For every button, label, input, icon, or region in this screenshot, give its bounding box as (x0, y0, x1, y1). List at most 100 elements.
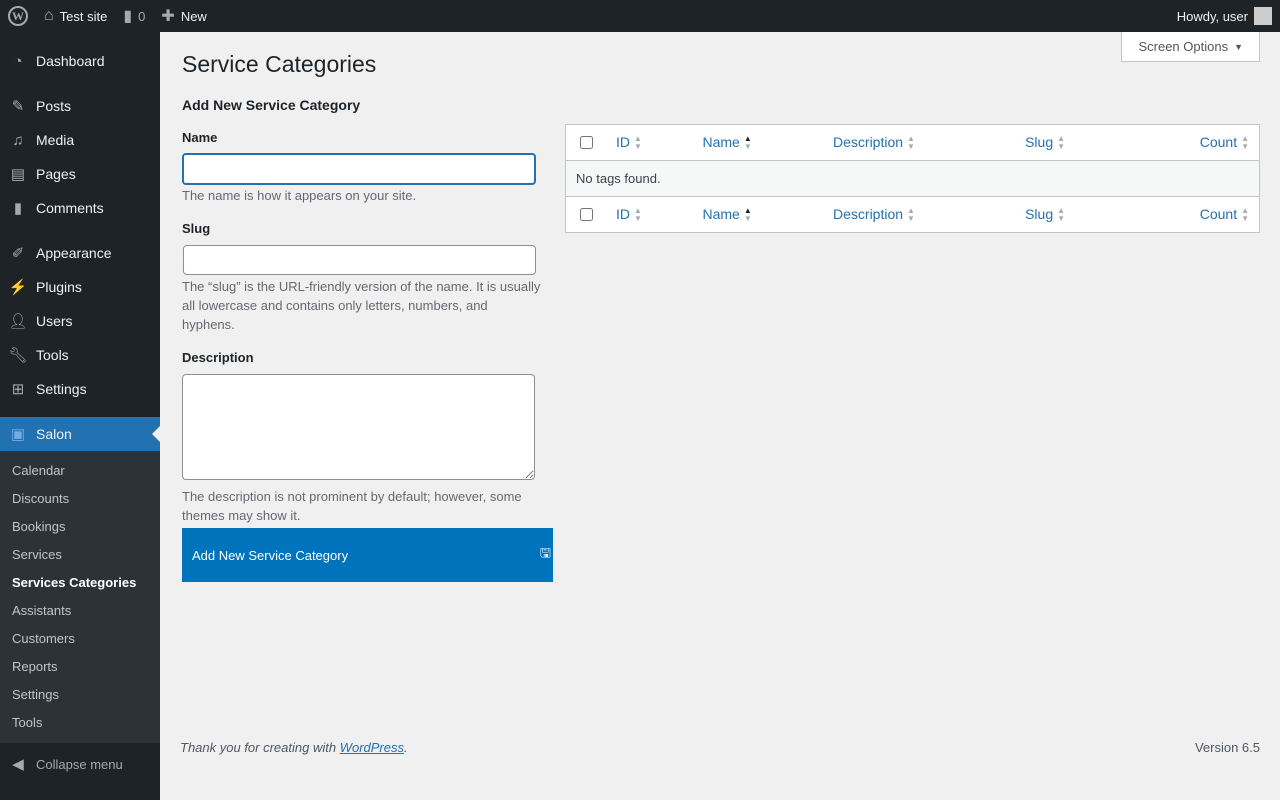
comment-icon: ▮ (13, 200, 23, 217)
column-id[interactable]: ID ▲ ▼ (606, 124, 693, 161)
menu-posts[interactable]: ✎ Posts (0, 89, 160, 123)
name-hint: The name is how it appears on your site. (182, 188, 417, 203)
menu-dashboard[interactable]: ◔ Dashboard (0, 44, 160, 78)
calendar-icon: ▣ (10, 426, 26, 443)
name-label: Name (182, 130, 218, 145)
wordpress-logo-icon[interactable]: W (0, 0, 36, 32)
screen-options-label: Screen Options (1138, 39, 1229, 54)
column-label: Slug (1025, 133, 1054, 150)
submenu-discounts[interactable]: Discounts (12, 491, 70, 506)
plus-icon: ✚ (161, 8, 175, 25)
sort-icon: ▲ ▼ (907, 206, 915, 224)
menu-label: Appearance (36, 245, 112, 261)
menu-label: Tools (36, 347, 69, 363)
site-link[interactable]: ⌂ Test site (36, 0, 115, 32)
menu-users[interactable]: 👤︎ Users (0, 304, 160, 338)
no-items-message: No tags found. (565, 160, 1260, 197)
submenu-tools[interactable]: Tools (12, 715, 43, 730)
site-name: Test site (59, 8, 108, 24)
new-content-link[interactable]: ✚ New (153, 0, 214, 32)
select-all-checkbox[interactable] (580, 136, 593, 149)
menu-label: Salon (36, 426, 72, 442)
select-all-checkbox-footer[interactable] (580, 208, 593, 221)
menu-label: Posts (36, 98, 72, 114)
column-slug[interactable]: Slug ▲ ▼ (1015, 124, 1129, 161)
column-name[interactable]: Name ▲ ▼ (692, 124, 824, 161)
column-count-footer[interactable]: Count ▲ ▼ (1128, 196, 1260, 233)
column-description-footer[interactable]: Description ▲ ▼ (823, 196, 1016, 233)
submit-label: Add New Service Category (192, 547, 349, 563)
thanks-text: Thank you for creating with (180, 740, 340, 755)
submenu-customers[interactable]: Customers (12, 631, 75, 646)
submenu-settings[interactable]: Settings (12, 687, 59, 702)
comments-link[interactable]: ▮ 0 (115, 0, 153, 32)
categories-table: ID ▲ ▼ Name ▲ ▼ Description ▲ ▼ Slug ▲ ▼ Count ▲ ▼… (565, 124, 1260, 233)
plugin-icon: ⚡ (8, 279, 28, 296)
pin-icon: ✎ (11, 98, 25, 115)
column-description[interactable]: Description ▲ ▼ (823, 124, 1016, 161)
sort-icon: ▲ ▼ (1241, 206, 1249, 224)
column-label: ID (616, 133, 630, 150)
submenu-services[interactable]: Services (12, 547, 62, 562)
column-name-footer[interactable]: Name ▲ ▼ (692, 196, 824, 233)
column-count[interactable]: Count ▲ ▼ (1128, 124, 1260, 161)
menu-label: Settings (36, 381, 87, 397)
menu-salon[interactable]: ▣ Salon (0, 417, 160, 451)
wordpress-link[interactable]: WordPress (339, 740, 404, 755)
sort-asc-icon: ▲ ▼ (743, 206, 752, 224)
version-text: Version 6.5 (1194, 740, 1260, 755)
sort-icon: ▲ ▼ (1241, 134, 1249, 152)
sort-icon: ▲ ▼ (634, 134, 642, 152)
footer: Thank you for creating with WordPress. V… (180, 740, 1260, 755)
sort-asc-icon: ▲ ▼ (743, 134, 752, 152)
submenu-assistants[interactable]: Assistants (12, 603, 72, 618)
menu-label: Comments (36, 200, 104, 216)
add-category-button[interactable]: Add New Service Category 🖫 (182, 528, 553, 582)
column-label: Description (833, 205, 904, 222)
footer-thanks: Thank you for creating with WordPress. (180, 740, 408, 755)
slug-input[interactable] (183, 245, 536, 275)
column-label: Name (702, 205, 740, 222)
table-header-row: ID ▲ ▼ Name ▲ ▼ Description ▲ ▼ Slug ▲ ▼ Count ▲ ▼ (565, 124, 1260, 161)
home-icon: ⌂ (44, 7, 54, 24)
menu-appearance[interactable]: ✐ Appearance (0, 236, 160, 270)
slug-hint: The “slug” is the URL-friendly version o… (182, 279, 541, 332)
screen-options-button[interactable]: Screen Options ▼ (1121, 32, 1260, 62)
submenu-services-categories[interactable]: Services Categories (12, 575, 137, 590)
column-label: Description (833, 133, 904, 150)
menu-plugins[interactable]: ⚡ Plugins (0, 270, 160, 304)
wrench-icon: 🔧︎ (8, 347, 28, 364)
column-label: Count (1199, 205, 1238, 222)
description-label: Description (182, 350, 254, 365)
description-textarea[interactable] (182, 374, 535, 480)
table-footer-row: ID ▲ ▼ Name ▲ ▼ Description ▲ ▼ Slug ▲ ▼ Count ▲ ▼ (565, 196, 1260, 233)
comment-count: 0 (138, 8, 146, 24)
settings-icon: ⊞ (11, 381, 25, 398)
menu-settings[interactable]: ⊞ Settings (0, 372, 160, 406)
column-label: Name (702, 133, 740, 150)
menu-pages[interactable]: ▤ Pages (0, 157, 160, 191)
column-label: Count (1199, 133, 1238, 150)
page-title: Service Categories (182, 51, 377, 77)
menu-comments[interactable]: ▮ Comments (0, 191, 160, 225)
submenu-calendar[interactable]: Calendar (12, 463, 65, 478)
submenu-bookings[interactable]: Bookings (12, 519, 66, 534)
collapse-label: Collapse menu (36, 756, 123, 772)
menu-media[interactable]: ♫ Media (0, 123, 160, 157)
caret-down-icon: ▼ (1234, 41, 1243, 52)
user-icon: 👤︎ (8, 313, 28, 330)
menu-tools[interactable]: 🔧︎ Tools (0, 338, 160, 372)
submenu-reports[interactable]: Reports (12, 659, 58, 674)
sort-icon: ▲ ▼ (634, 206, 642, 224)
account-menu[interactable]: Howdy, user (1169, 0, 1280, 32)
description-hint: The description is not prominent by defa… (182, 489, 522, 523)
name-input[interactable] (182, 153, 536, 185)
main-content: Screen Options ▼ Service Categories Add N… (160, 32, 1280, 800)
admin-bar: W ⌂ Test site ▮ 0 ✚ New Howdy, user (0, 0, 1280, 32)
column-id-footer[interactable]: ID ▲ ▼ (606, 196, 693, 233)
howdy-text: Howdy, user (1176, 8, 1248, 24)
media-icon: ♫ (12, 131, 24, 149)
collapse-menu-button[interactable]: ◀ Collapse menu (0, 747, 160, 781)
sort-icon: ▲ ▼ (907, 134, 915, 152)
column-slug-footer[interactable]: Slug ▲ ▼ (1015, 196, 1129, 233)
